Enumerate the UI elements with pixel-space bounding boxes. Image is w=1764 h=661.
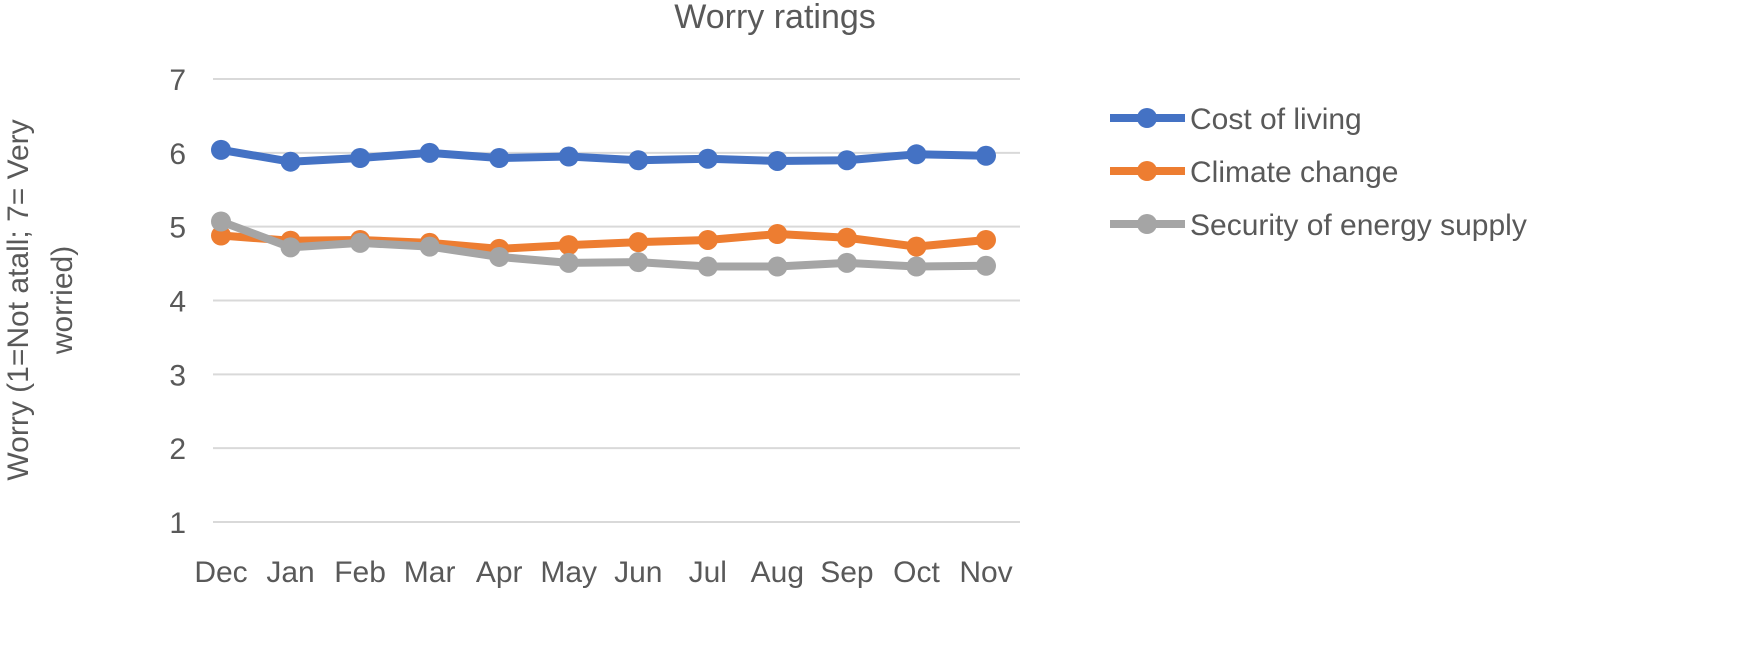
x-tick-label: Jun — [614, 556, 662, 589]
data-point — [280, 151, 301, 172]
data-point — [697, 256, 718, 277]
data-point — [211, 211, 231, 232]
y-tick-label: 5 — [169, 212, 186, 245]
y-tick-label: 2 — [169, 433, 186, 466]
x-tick-label: Aug — [751, 556, 804, 589]
data-point — [628, 150, 649, 171]
data-point — [836, 227, 857, 248]
legend-marker — [1137, 161, 1157, 181]
data-point — [836, 150, 857, 171]
data-point — [767, 150, 788, 171]
legend-marker — [1137, 214, 1157, 234]
legend-label: Cost of living — [1190, 103, 1362, 136]
data-point — [558, 146, 579, 167]
data-point — [628, 252, 649, 273]
x-tick-label: Apr — [476, 556, 523, 589]
y-tick-label: 1 — [169, 507, 186, 540]
y-tick-label: 4 — [169, 286, 186, 319]
data-point — [419, 142, 440, 163]
legend-marker — [1137, 108, 1157, 128]
data-point — [767, 256, 788, 277]
data-point — [628, 232, 649, 253]
y-axis-label-line1: Worry (1=Not atall; 7= Very — [2, 119, 35, 480]
x-tick-label: Nov — [959, 556, 1012, 589]
x-tick-label: Sep — [820, 556, 873, 589]
data-point — [906, 256, 927, 277]
series-cost-of-living — [211, 139, 996, 172]
data-point — [558, 252, 579, 273]
data-point — [419, 236, 440, 257]
y-axis-label-line2: worried) — [46, 246, 79, 355]
data-point — [976, 255, 996, 276]
chart-title: Worry ratings — [674, 0, 876, 36]
data-point — [350, 232, 371, 253]
y-axis-label: Worry (1=Not atall; 7= Very worried) — [2, 119, 79, 480]
data-point — [697, 148, 718, 169]
data-point — [211, 225, 231, 246]
data-point — [211, 139, 231, 160]
data-point — [976, 145, 996, 166]
x-tick-label: Oct — [893, 556, 940, 589]
data-point — [489, 148, 510, 169]
series-line — [219, 217, 987, 271]
y-tick-label: 7 — [169, 64, 186, 97]
legend-item: Security of energy supply — [1110, 209, 1527, 242]
y-tick-label: 3 — [169, 359, 186, 392]
series-security-of-energy-supply — [211, 211, 996, 277]
legend-label: Climate change — [1190, 156, 1398, 189]
data-point — [280, 237, 301, 258]
x-tick-label: Feb — [334, 556, 386, 589]
legend-item: Cost of living — [1110, 103, 1362, 136]
data-point — [350, 148, 371, 169]
data-point — [836, 252, 857, 273]
series-line — [220, 145, 987, 166]
x-tick-label: Jan — [266, 556, 314, 589]
legend-item: Climate change — [1110, 156, 1398, 189]
data-point — [767, 224, 788, 245]
x-tick-label: Mar — [404, 556, 456, 589]
x-tick-label: Dec — [194, 556, 247, 589]
data-point — [976, 229, 996, 250]
x-tick-label: Jul — [689, 556, 727, 589]
data-point — [906, 236, 927, 257]
data-point — [697, 229, 718, 250]
y-tick-label: 6 — [169, 138, 186, 171]
data-point — [906, 144, 927, 165]
legend-label: Security of energy supply — [1190, 209, 1527, 242]
x-tick-label: May — [540, 556, 597, 589]
data-point — [558, 235, 579, 256]
data-point — [489, 246, 510, 267]
